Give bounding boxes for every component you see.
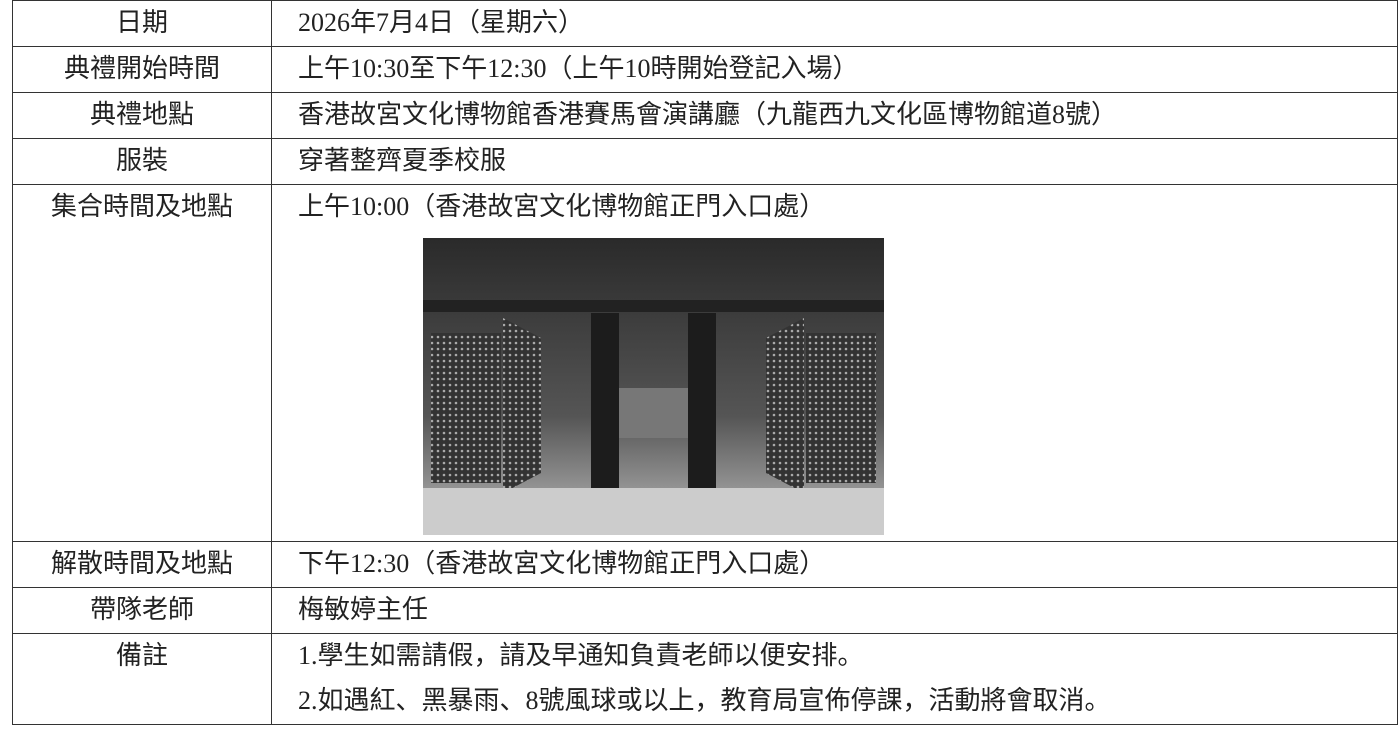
row-label: 典禮地點 <box>12 92 272 139</box>
value-text: 2026年7月4日（星期六） <box>298 8 585 37</box>
row-value: 下午12:30（香港故宮文化博物館正門入口處） <box>271 541 1398 588</box>
row-label: 集合時間及地點 <box>12 184 272 542</box>
value-text: 上午10:00（香港故宮文化博物館正門入口處） <box>298 192 826 221</box>
row-value: 穿著整齊夏季校服 <box>271 138 1398 185</box>
value-text: 梅敏婷主任 <box>298 595 429 624</box>
note-line: 1.學生如需請假，請及早通知負責老師以便安排。 <box>298 641 864 670</box>
row-label: 帶隊老師 <box>12 587 272 634</box>
row-value: 梅敏婷主任 <box>271 587 1398 634</box>
table-row: 典禮開始時間 上午10:30至下午12:30（上午10時開始登記入場） <box>12 46 1398 93</box>
table-row: 解散時間及地點 下午12:30（香港故宮文化博物館正門入口處） <box>12 541 1398 588</box>
row-label: 備註 <box>12 633 272 725</box>
table-row: 日期 2026年7月4日（星期六） <box>12 0 1398 47</box>
row-value: 2026年7月4日（星期六） <box>271 0 1398 47</box>
table-row: 集合時間及地點 上午10:00（香港故宮文化博物館正門入口處） <box>12 184 1398 542</box>
value-text: 穿著整齊夏季校服 <box>298 146 507 175</box>
row-label: 典禮開始時間 <box>12 46 272 93</box>
row-value: 1.學生如需請假，請及早通知負責老師以便安排。 2.如遇紅、黑暴雨、8號風球或以上… <box>271 633 1398 725</box>
note-line: 2.如遇紅、黑暴雨、8號風球或以上，教育局宣佈停課，活動將會取消。 <box>298 686 1111 715</box>
value-text: 下午12:30（香港故宮文化博物館正門入口處） <box>298 549 826 578</box>
info-table: 日期 2026年7月4日（星期六） 典禮開始時間 上午10:30至下午12:30（上午… <box>12 0 1398 725</box>
row-label: 服裝 <box>12 138 272 185</box>
table-row: 服裝 穿著整齊夏季校服 <box>12 138 1398 185</box>
row-value: 上午10:30至下午12:30（上午10時開始登記入場） <box>271 46 1398 93</box>
table-row: 帶隊老師 梅敏婷主任 <box>12 587 1398 634</box>
table-row: 典禮地點 香港故宮文化博物館香港賽馬會演講廳（九龍西九文化區博物館道8號） <box>12 92 1398 139</box>
value-text: 香港故宮文化博物館香港賽馬會演講廳（九龍西九文化區博物館道8號） <box>298 100 1118 129</box>
value-text: 上午10:30至下午12:30（上午10時開始登記入場） <box>298 54 859 83</box>
row-label: 日期 <box>12 0 272 47</box>
row-label: 解散時間及地點 <box>12 541 272 588</box>
row-value: 上午10:00（香港故宮文化博物館正門入口處） <box>271 184 1398 542</box>
entrance-photo <box>423 238 884 535</box>
table-row: 備註 1.學生如需請假，請及早通知負責老師以便安排。 2.如遇紅、黑暴雨、8號風球或… <box>12 633 1398 725</box>
row-value: 香港故宮文化博物館香港賽馬會演講廳（九龍西九文化區博物館道8號） <box>271 92 1398 139</box>
